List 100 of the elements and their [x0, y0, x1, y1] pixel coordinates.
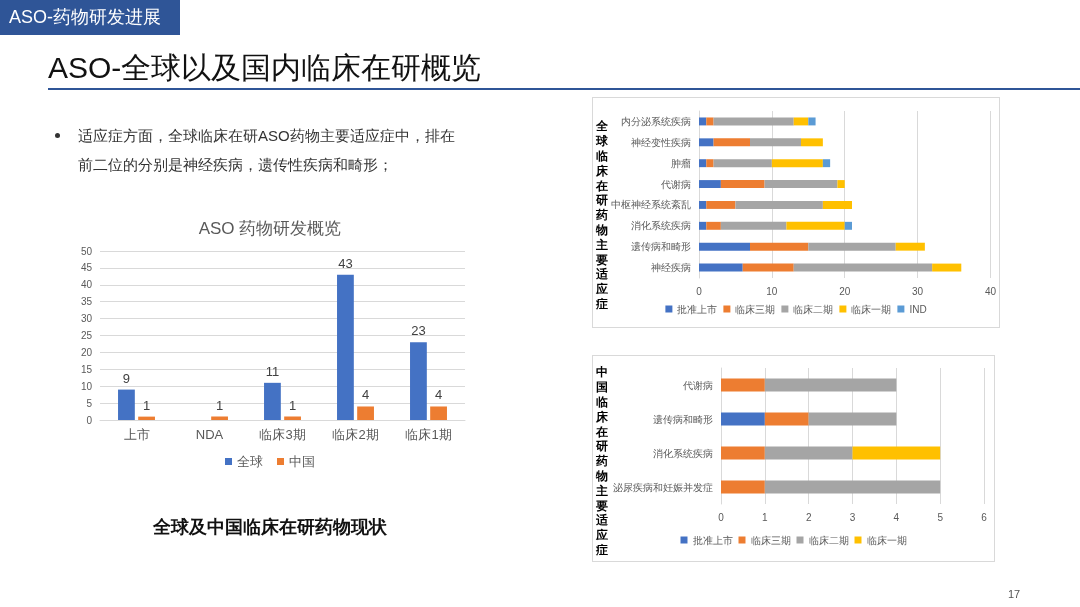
legend-label: 中国	[289, 454, 315, 469]
x-tick-label: 0	[696, 285, 703, 297]
legend-label: IND	[909, 303, 927, 315]
bar	[699, 200, 707, 209]
x-tick-label: 4	[893, 511, 900, 523]
y-tick-label: 遗传病和畸形	[631, 241, 691, 253]
legend-label: 批准上市	[677, 303, 718, 315]
legend-label: 临床一期	[866, 534, 907, 546]
data-label: 9	[122, 370, 131, 386]
bar	[822, 159, 831, 168]
bar	[793, 263, 933, 272]
bar	[721, 480, 765, 494]
bar	[932, 263, 962, 272]
bar	[699, 242, 750, 251]
y-tick-label: 50	[80, 245, 93, 257]
x-tick-label: 40	[984, 285, 997, 297]
bar	[721, 412, 765, 426]
bar	[771, 159, 823, 168]
x-tick-label: 20	[839, 285, 851, 297]
bar	[410, 342, 427, 420]
chart-title: ASO 药物研发概览	[198, 219, 342, 238]
data-label: 43	[338, 255, 353, 271]
bar	[764, 412, 809, 426]
bar	[118, 389, 135, 420]
y-tick-label: 内分泌系统疾病	[621, 115, 691, 127]
bar	[721, 446, 765, 460]
y-tick-label: 肿瘤	[671, 157, 691, 169]
legend-label: 临床三期	[750, 534, 791, 546]
bar	[699, 263, 743, 272]
y-tick-label: 5	[86, 397, 93, 409]
bar	[801, 138, 823, 147]
bar	[706, 159, 714, 168]
x-tick-label: 0	[718, 511, 725, 523]
data-label: 1	[215, 397, 224, 413]
legend-label: 全球	[237, 454, 263, 469]
y-tick-label: 代谢病	[660, 178, 691, 190]
legend-label: 临床二期	[808, 534, 849, 546]
bar	[808, 242, 896, 251]
legend-label: 临床二期	[793, 303, 834, 315]
data-label: 1	[288, 397, 297, 413]
bar	[837, 180, 845, 189]
bar	[706, 200, 736, 209]
y-tick-label: 消化系统疾病	[653, 447, 713, 459]
y-tick-label: 20	[80, 346, 93, 358]
bar	[895, 242, 925, 251]
y-tick-label: 15	[80, 363, 93, 375]
x-tick-label: 临床2期	[332, 427, 379, 442]
text: 中国临床在研药物主要适应症	[596, 365, 608, 557]
bar	[764, 378, 897, 392]
bar	[742, 263, 794, 272]
x-tick-label: 10	[766, 285, 778, 297]
bar	[786, 221, 845, 230]
bar	[706, 117, 714, 126]
bar	[357, 406, 374, 420]
bar	[713, 159, 772, 168]
y-tick-label: 代谢病	[682, 379, 713, 391]
y-tick-label: 0	[86, 414, 93, 426]
x-tick-label: 6	[981, 511, 988, 523]
y-tick-label: 遗传病和畸形	[653, 413, 713, 425]
bar	[764, 480, 941, 494]
text: ASO-药物研发进展	[9, 6, 162, 28]
bar	[337, 274, 354, 420]
bar	[793, 117, 809, 126]
x-tick-label: 3	[849, 511, 856, 523]
bar	[721, 378, 765, 392]
x-tick-label: 5	[937, 511, 944, 523]
text: 适应症方面，全球临床在研ASO药物主要适应症中，排在前二位的分别是神经疾病，遗传性疾病和畸形；	[78, 126, 456, 175]
bar	[699, 221, 707, 230]
bar	[764, 446, 853, 460]
x-tick-label: 1	[762, 511, 769, 523]
data-label: 23	[411, 323, 426, 339]
data-label: 4	[361, 387, 370, 403]
x-tick-label: 上市	[123, 427, 150, 442]
bar	[808, 117, 816, 126]
text: ASO-全球以及国内临床在研概览	[48, 50, 482, 86]
legend-label: 临床一期	[851, 303, 892, 315]
bar	[699, 159, 707, 168]
bar	[735, 200, 823, 209]
y-tick-label: 25	[80, 330, 93, 341]
y-tick-label: 神经疾病	[651, 262, 691, 274]
bar	[720, 221, 787, 230]
y-tick-label: 中枢神经系统紊乱	[611, 199, 691, 211]
data-label: 4	[434, 387, 443, 403]
bar	[808, 412, 897, 426]
y-tick-label: 35	[80, 296, 93, 308]
x-tick-label: 2	[805, 511, 812, 523]
y-tick-label: 泌尿疾病和妊娠并发症	[613, 481, 713, 493]
text: 17	[1008, 587, 1021, 601]
x-tick-label: 临床3期	[259, 427, 306, 442]
bar	[699, 138, 714, 147]
bar	[822, 200, 853, 209]
bar	[713, 138, 750, 147]
bar	[720, 180, 765, 189]
bar	[750, 242, 809, 251]
x-tick-label: 临床1期	[405, 427, 452, 442]
bar	[264, 382, 281, 420]
data-label: 11	[265, 363, 280, 379]
y-tick-label: 消化系统疾病	[631, 220, 691, 232]
x-tick-label: NDA	[195, 427, 224, 442]
text: 全球及中国临床在研药物现状	[152, 517, 388, 537]
